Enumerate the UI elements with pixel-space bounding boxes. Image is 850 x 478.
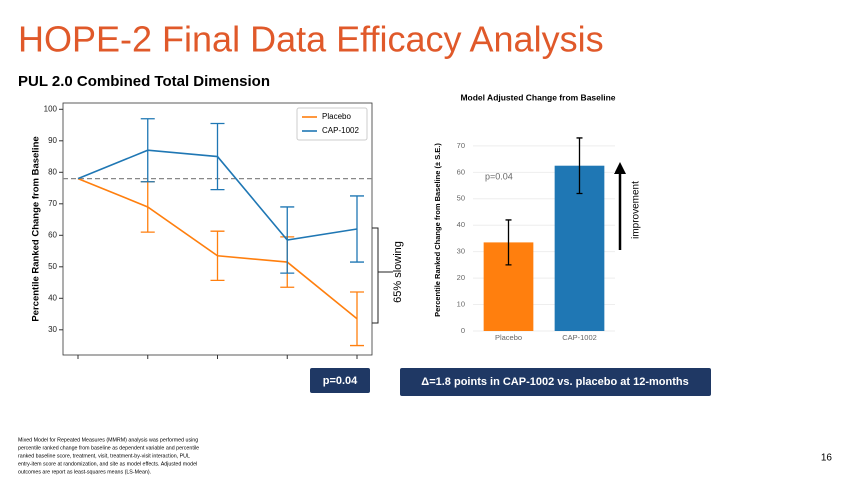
- y-tick-label: 30: [48, 325, 57, 334]
- error-bar: [210, 230, 225, 281]
- error-bar: [280, 206, 295, 274]
- footnote-line: percentile ranked change from baseline a…: [18, 445, 199, 451]
- annotation: p=0.04: [485, 171, 513, 181]
- footnote-line: entry-item score at randomization, and s…: [18, 461, 197, 467]
- error-bar: [350, 195, 364, 263]
- x-tick-label: CAP-1002: [562, 333, 597, 342]
- footnote-line: outcomes are report as least-squares mea…: [18, 469, 151, 475]
- footnote: Mixed Model for Repeated Measures (MMRM)…: [18, 437, 199, 475]
- y-tick-label: 80: [48, 167, 57, 176]
- y-axis-label: Percentile Ranked Change from Baseline (…: [433, 143, 442, 317]
- footnote-line: Mixed Model for Repeated Measures (MMRM)…: [18, 437, 198, 443]
- page-number: 16: [821, 453, 833, 464]
- y-tick-label: 50: [457, 194, 465, 203]
- callout: Δ=1.8 points in CAP-1002 vs. placebo at …: [421, 376, 688, 388]
- y-tick-label: 70: [457, 141, 465, 150]
- y-tick-label: 40: [457, 220, 465, 229]
- y-tick-label: 10: [457, 300, 465, 309]
- y-tick-label: 60: [48, 230, 57, 239]
- y-tick-label: 20: [457, 273, 465, 282]
- footnote-line: ranked baseline score, treatment, visit,…: [18, 453, 190, 459]
- y-axis-label: Percentile Ranked Change from Baseline: [31, 136, 42, 321]
- slide-title: HOPE-2 Final Data Efficacy Analysis: [18, 19, 604, 60]
- annotation: 65% slowing: [392, 241, 404, 303]
- y-tick-label: 60: [457, 167, 465, 176]
- error-bar: [576, 137, 583, 195]
- y-tick-label: 0: [461, 326, 465, 335]
- error-bar: [140, 181, 155, 233]
- slide-subtitle: PUL 2.0 Combined Total Dimension: [18, 73, 270, 90]
- legend-box: [296, 107, 368, 141]
- bar-chart-title: Model Adjusted Change from Baseline: [460, 92, 615, 102]
- legend-label: Placebo: [322, 112, 351, 121]
- callout-box: [400, 368, 711, 396]
- y-tick-label: 70: [48, 199, 57, 208]
- annotation: improvement: [631, 181, 642, 239]
- x-tick-label: Placebo: [495, 333, 522, 342]
- y-tick-label: 40: [48, 293, 57, 302]
- error-bar: [140, 118, 155, 183]
- p-value-box: [310, 368, 370, 393]
- legend-label: CAP-1002: [322, 126, 359, 135]
- annotation: p=0.04: [323, 375, 358, 387]
- error-bar: [505, 219, 512, 266]
- error-bar: [350, 291, 364, 347]
- bracket: [372, 227, 393, 324]
- y-tick-label: 90: [48, 136, 57, 145]
- y-tick-label: 50: [48, 262, 57, 271]
- error-bar: [210, 122, 225, 191]
- y-tick-label: 100: [44, 104, 58, 113]
- y-tick-label: 30: [457, 247, 465, 256]
- improvement-arrowhead: [614, 162, 626, 174]
